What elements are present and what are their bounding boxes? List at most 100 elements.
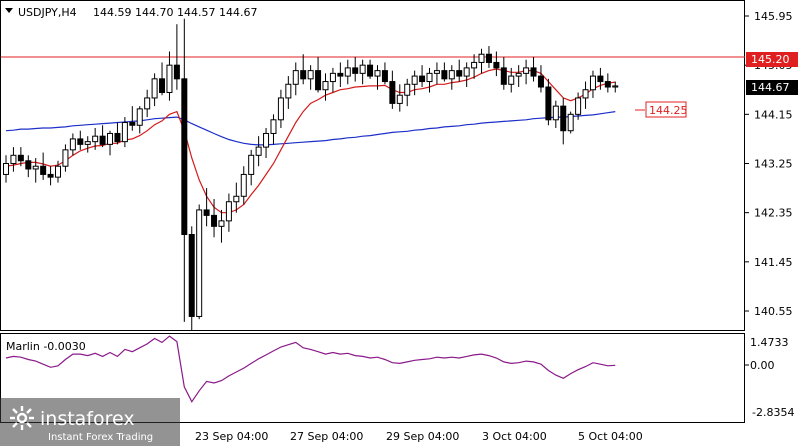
candle-body	[471, 61, 478, 69]
candle-body	[604, 81, 611, 88]
candle-body	[248, 154, 255, 175]
main-panel-frame	[0, 0, 745, 331]
candle-body	[463, 67, 470, 77]
candle-body	[218, 220, 225, 227]
price-tick: 145.95	[754, 10, 793, 23]
candle-body	[589, 75, 596, 91]
candle-body	[3, 163, 9, 175]
indicator-tick: 1.4733	[750, 336, 789, 349]
time-label: 5 Oct 04:00	[578, 430, 643, 443]
time-label: 27 Sep 04:00	[290, 430, 363, 443]
candle-body	[181, 78, 188, 236]
indicator-label: Marlin -0.0030	[6, 340, 86, 353]
candle-body	[582, 89, 589, 99]
candle-body	[374, 70, 381, 77]
slow-ma-line	[5, 111, 616, 146]
current-price-label: 144.67	[746, 80, 798, 95]
candle-body	[225, 201, 232, 222]
candle-body	[530, 67, 537, 77]
price-tick: 140.55	[754, 305, 793, 318]
candle-body	[552, 105, 559, 121]
candle-body	[292, 70, 299, 85]
candle-body	[255, 146, 262, 156]
candle-body	[77, 138, 84, 145]
candle-body	[263, 132, 270, 148]
resistance-price-label: 145.20	[746, 52, 798, 67]
candle-body	[448, 70, 455, 80]
candle-body	[129, 122, 136, 126]
candle-body	[367, 64, 374, 77]
price-tick: 143.25	[754, 158, 793, 171]
candle-body	[396, 94, 403, 104]
candle-body	[329, 72, 336, 83]
candle-body	[69, 138, 76, 151]
candle-body	[10, 154, 17, 165]
indicator-tick: -2.8354	[752, 406, 794, 419]
candle-body	[456, 70, 463, 77]
candle-body	[545, 86, 552, 121]
candle-body	[575, 97, 582, 115]
candle-body	[597, 75, 604, 83]
ma-marker-box	[645, 101, 687, 118]
candle-body	[322, 81, 329, 91]
candle-body	[136, 108, 143, 126]
candle-body	[92, 135, 99, 143]
candle-body	[478, 53, 485, 63]
candle-body	[99, 135, 106, 145]
instaforex-watermark: instaforex Instant Forex Trading	[0, 398, 180, 446]
candle-body	[121, 122, 128, 143]
marlin-oscillator-line	[5, 335, 616, 403]
candle-body	[62, 149, 69, 167]
price-tick: 141.45	[754, 256, 793, 269]
candle-body	[196, 209, 203, 317]
candle-body	[426, 72, 433, 83]
candle-body	[567, 113, 574, 132]
candle-body	[55, 165, 62, 178]
candle-body	[359, 64, 366, 74]
candle-body	[389, 81, 396, 104]
candle-body	[433, 70, 440, 74]
candle-body	[523, 67, 530, 74]
time-label: 23 Sep 04:00	[195, 430, 268, 443]
current-price-text: 144.67	[751, 81, 790, 94]
ohlc-values: 144.59 144.70 144.57 144.67	[93, 6, 257, 19]
candle-body	[352, 67, 359, 74]
resistance-price-text: 145.20	[751, 53, 790, 66]
price-tick: 142.35	[754, 207, 793, 220]
candle-body	[537, 75, 544, 88]
indicator-tick: 0.00	[750, 359, 775, 372]
candle-body	[166, 64, 173, 93]
candle-body	[173, 64, 180, 80]
candle-body	[47, 173, 54, 178]
candle-body	[40, 165, 47, 175]
candle-body	[144, 97, 151, 110]
candle-body	[419, 75, 426, 83]
candle-body	[233, 195, 240, 203]
candle-body	[493, 61, 500, 69]
price-tick: 144.15	[754, 108, 793, 121]
time-axis: 23 Sep 04:00 27 Sep 04:00 29 Sep 04:00 3…	[195, 430, 643, 443]
ma-marker-text: 144.25	[649, 104, 688, 117]
candle-body	[188, 234, 195, 317]
time-label: 29 Sep 04:00	[386, 430, 459, 443]
candle-body	[151, 78, 158, 99]
candle-body	[300, 70, 307, 80]
candle-body	[337, 72, 344, 77]
candle-body	[107, 132, 114, 145]
candle-body	[277, 97, 284, 121]
time-label: 3 Oct 04:00	[482, 430, 547, 443]
instaforex-logo-icon	[10, 406, 34, 430]
symbol-dropdown-icon[interactable]	[5, 8, 13, 13]
indicator-axis: 1.4733 0.00 -2.8354	[750, 336, 794, 419]
candle-body	[411, 75, 418, 85]
candle-body	[114, 132, 121, 143]
candle-body	[240, 173, 247, 197]
candle-body	[203, 209, 210, 216]
oscillator-line	[5, 335, 749, 403]
candle-body	[508, 75, 515, 85]
candle-body	[285, 83, 292, 99]
watermark-brand: instaforex	[40, 408, 135, 430]
candle-body	[381, 70, 388, 83]
candle-body	[17, 154, 24, 162]
